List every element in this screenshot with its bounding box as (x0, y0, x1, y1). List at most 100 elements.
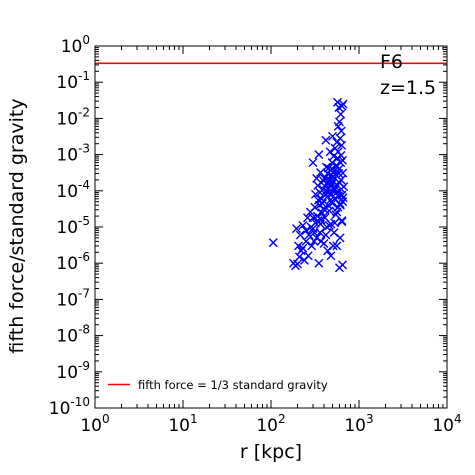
data-point-stroke (268, 238, 278, 248)
y-tick-label: 100 (61, 33, 90, 57)
data-point (337, 216, 347, 226)
data-point (324, 221, 334, 230)
legend-entry-label: fifth force = 1/3 standard gravity (138, 378, 328, 392)
data-point-stroke (312, 173, 322, 183)
x-tick-label: 101 (168, 412, 197, 436)
data-point (338, 193, 348, 203)
data-point-stroke (331, 210, 341, 220)
data-point-stroke (338, 193, 348, 203)
x-tick-label: 100 (80, 412, 109, 436)
data-point (301, 236, 311, 246)
data-point (326, 171, 336, 181)
y-tick-label: 10-9 (56, 359, 90, 383)
data-point (314, 258, 324, 268)
data-point (339, 182, 349, 192)
data-point-stroke (323, 163, 333, 173)
data-point (332, 241, 342, 251)
data-point (321, 186, 331, 196)
y-tick-label: 10-7 (56, 286, 90, 310)
data-point (316, 236, 326, 246)
data-point-stroke (295, 230, 305, 240)
data-point (328, 176, 338, 186)
grid-layer: 100 101 102 103 104 100 10-1 10-2 10-3 10-4 10-5 10… (49, 33, 462, 436)
data-point (312, 173, 322, 183)
data-point (292, 259, 302, 269)
data-point-stroke (338, 260, 348, 270)
data-point-stroke (335, 233, 345, 243)
data-point-stroke (326, 251, 336, 261)
data-point (336, 109, 346, 119)
data-point-stroke (292, 224, 302, 234)
data-point (327, 197, 337, 207)
data-point (333, 97, 343, 107)
data-point (321, 135, 331, 145)
data-point-stroke (309, 228, 319, 238)
data-point (338, 260, 348, 270)
data-point-stroke (336, 109, 346, 119)
plot-frame (94, 45, 448, 409)
data-point-stroke (330, 184, 340, 194)
data-point-stroke (328, 131, 338, 141)
data-point (308, 158, 318, 168)
data-point (329, 228, 339, 238)
data-point-stroke (326, 171, 336, 181)
data-point (337, 217, 347, 227)
data-point (315, 168, 325, 178)
y-axis-label: fifth force/standard gravity (6, 98, 28, 353)
data-point (323, 191, 333, 201)
data-point-stroke (323, 191, 333, 201)
y-tick-label: 10-5 (56, 214, 90, 238)
data-point (314, 150, 324, 160)
data-point (336, 150, 346, 160)
data-point-stroke (319, 176, 328, 186)
legend-box (102, 370, 402, 400)
data-point-stroke (335, 199, 345, 209)
data-point-stroke (308, 158, 318, 168)
data-point (332, 207, 342, 217)
data-point (301, 226, 311, 236)
data-point-stroke (333, 97, 343, 107)
data-point-stroke (324, 221, 334, 230)
data-point (304, 230, 314, 240)
data-point (321, 230, 331, 240)
data-point (292, 224, 302, 234)
data-point (337, 140, 347, 150)
data-point (298, 221, 308, 230)
data-point-stroke (337, 216, 347, 226)
data-point-stroke (293, 241, 303, 251)
data-point (309, 228, 319, 238)
y-tick-label: 10-8 (56, 323, 90, 347)
data-point (320, 205, 330, 215)
data-point (333, 121, 343, 131)
data-point-stroke (334, 177, 344, 187)
data-point (337, 190, 347, 200)
data-point-stroke (321, 186, 331, 196)
data-point-stroke (327, 197, 337, 207)
data-point (325, 147, 335, 157)
data-point-stroke (307, 241, 317, 251)
data-point-stroke (332, 241, 342, 251)
annotation-model: F6 (380, 51, 403, 73)
data-point (336, 126, 346, 136)
data-point (328, 131, 338, 141)
data-point-stroke (318, 198, 328, 208)
data-point-stroke (292, 259, 302, 269)
data-point-stroke (328, 178, 338, 188)
data-point-stroke (303, 213, 313, 223)
data-point-stroke (339, 182, 349, 192)
data-point-stroke (338, 168, 348, 178)
y-tick-label: 10-4 (56, 178, 90, 202)
data-point (310, 202, 320, 212)
y-tick-label: 10-10 (49, 395, 90, 419)
legend: fifth force = 1/3 standard gravity (102, 370, 402, 400)
data-point-stroke (315, 219, 325, 229)
data-point (323, 163, 333, 173)
x-tick-label: 102 (256, 412, 285, 436)
data-point-stroke (337, 217, 347, 227)
data-point (268, 238, 278, 248)
data-point-stroke (332, 207, 342, 217)
y-tick-label: 10-1 (56, 69, 90, 93)
data-point (330, 218, 340, 228)
data-point-stroke (320, 182, 330, 192)
